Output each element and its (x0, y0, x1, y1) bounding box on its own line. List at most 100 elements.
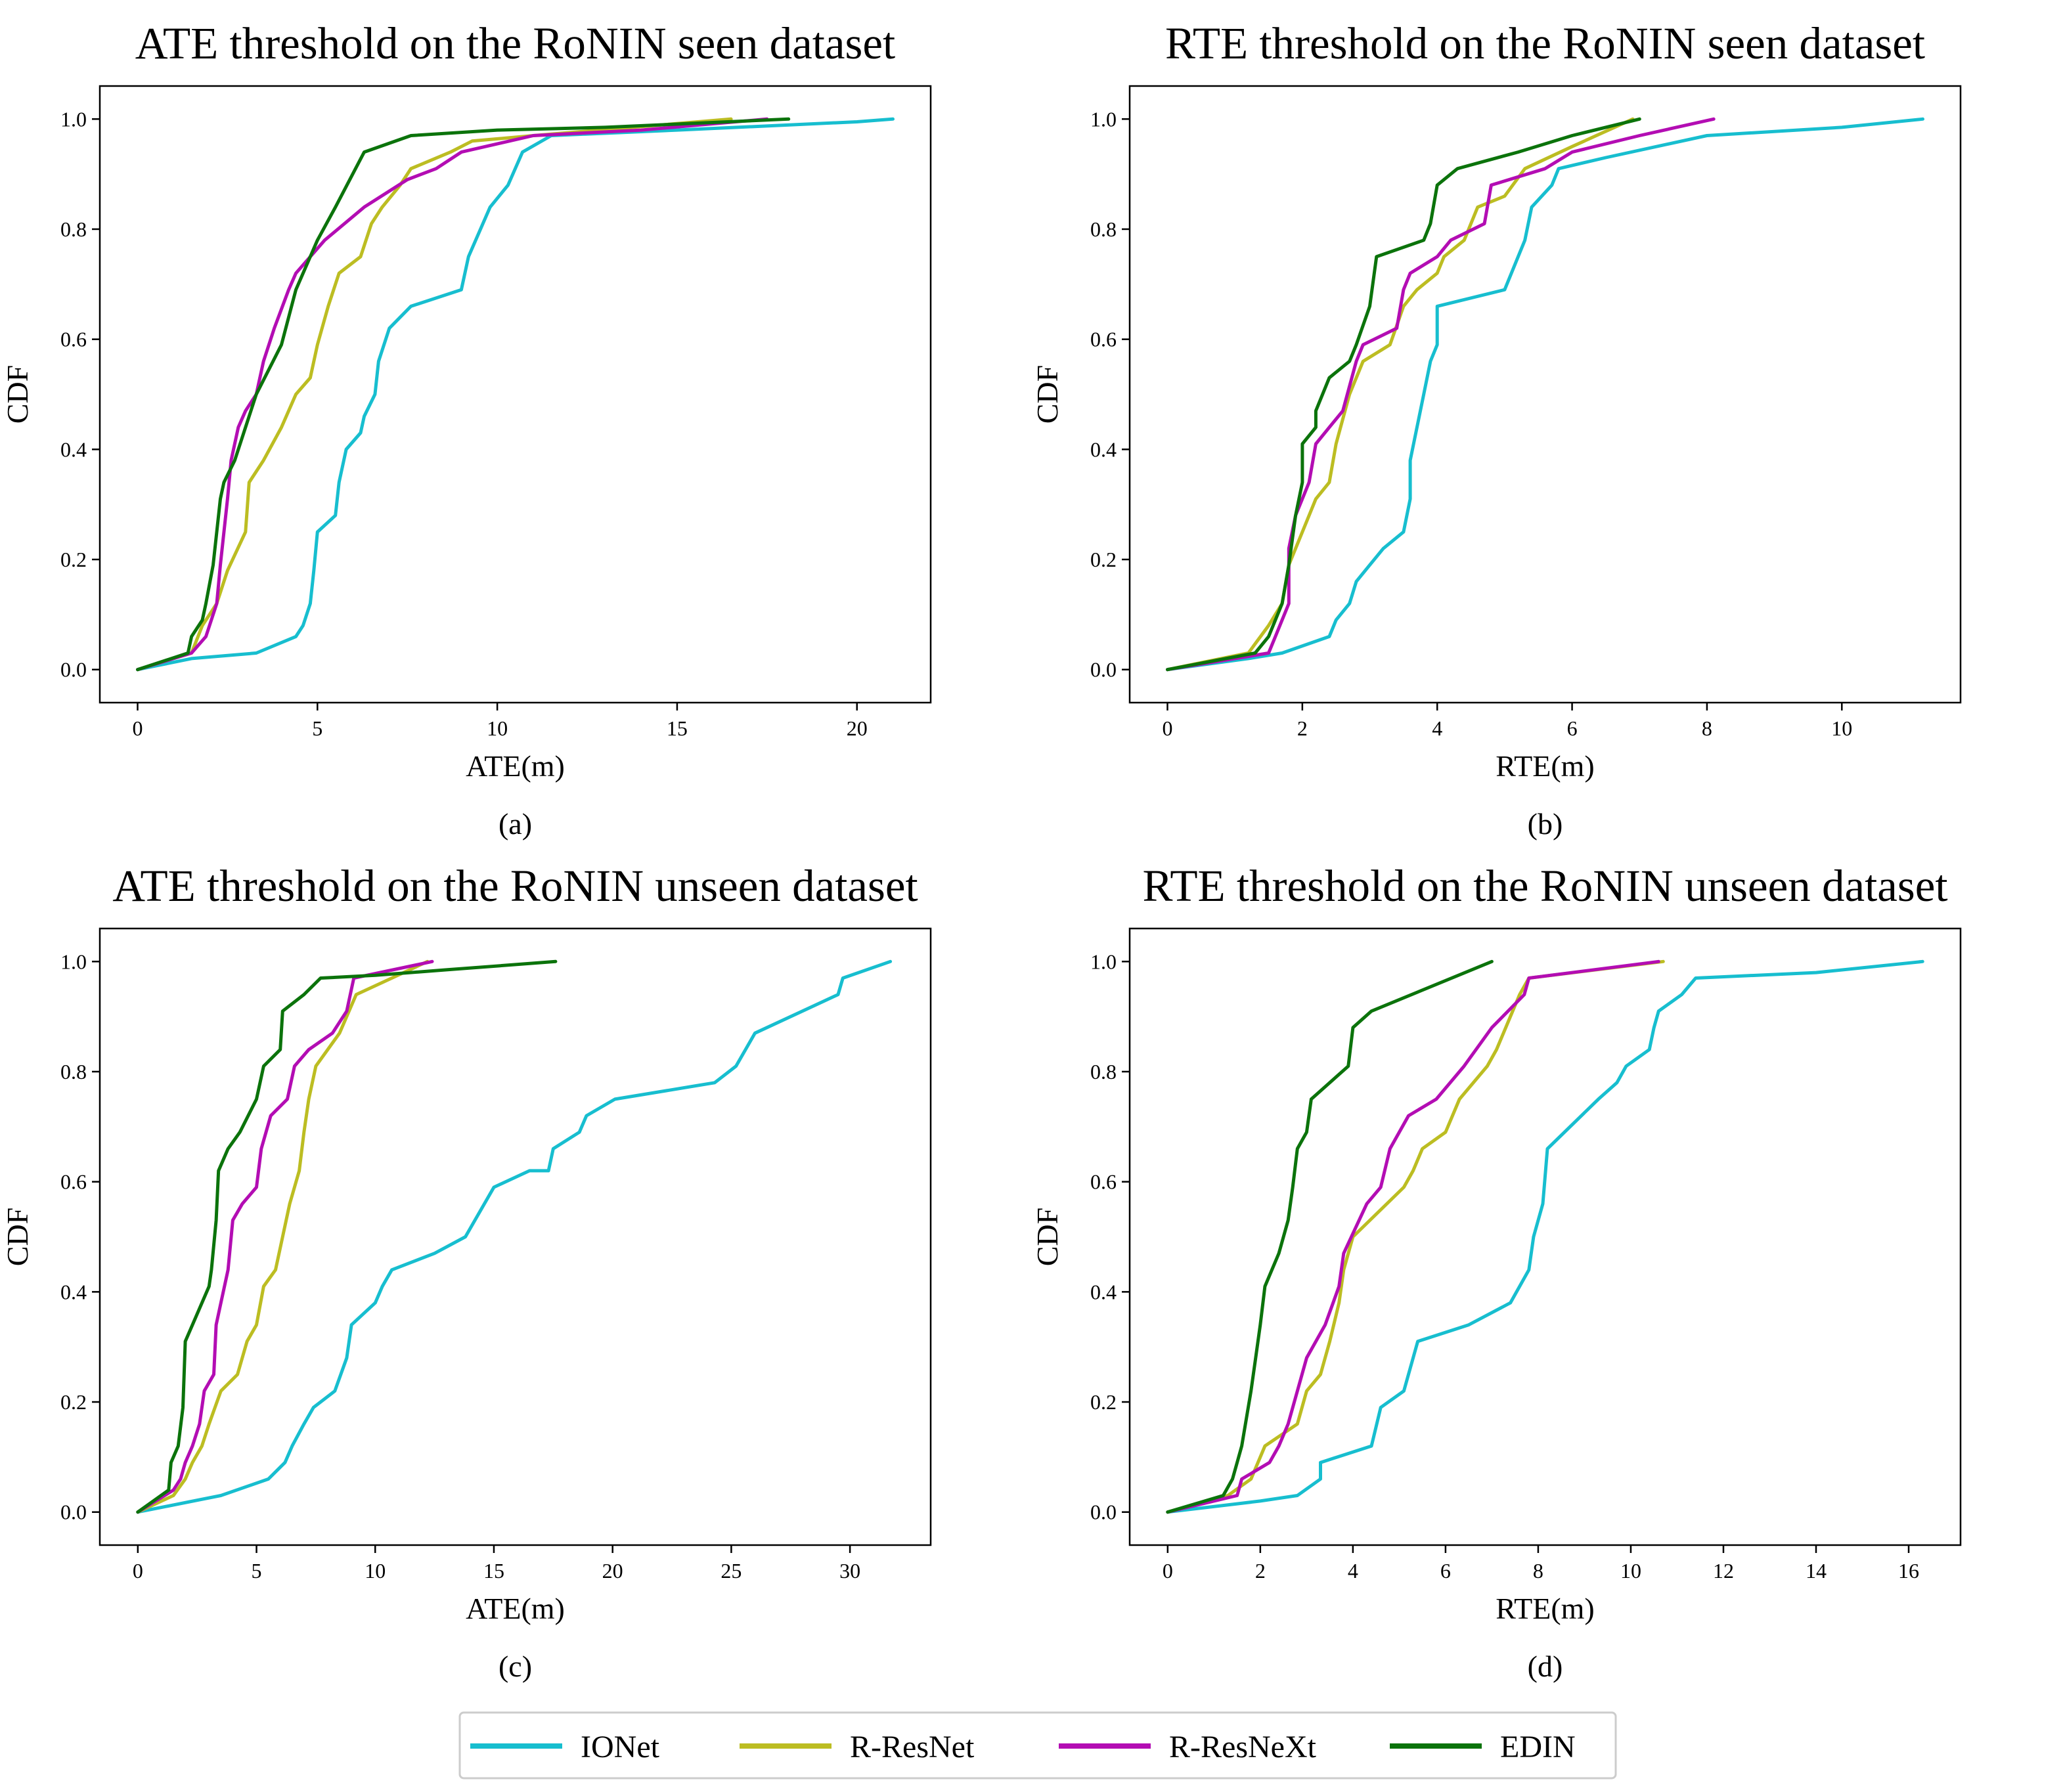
chart-c-xlabel: ATE(m) (466, 1592, 565, 1625)
chart-d-xtick-label: 4 (1348, 1559, 1358, 1583)
chart-b-panel-label: (b) (1528, 807, 1563, 841)
chart-c-xtick-label: 10 (365, 1559, 386, 1583)
chart-a-ytick-label: 0.0 (60, 658, 87, 682)
chart-d-series-edin (1166, 959, 1494, 1514)
chart-c-xtick-label: 20 (602, 1559, 623, 1583)
chart-a-series-ionet (136, 117, 895, 672)
chart-b-ylabel: CDF (1031, 365, 1064, 424)
chart-d-title: RTE threshold on the RoNIN unseen datase… (1142, 861, 1947, 911)
chart-b-title: RTE threshold on the RoNIN seen dataset (1165, 18, 1925, 68)
chart-a-xtick-label: 20 (847, 716, 868, 740)
chart-c-axes-frame (99, 927, 932, 1546)
chart-b-xtick-label: 2 (1297, 716, 1308, 740)
chart-d-panel-label: (d) (1528, 1650, 1563, 1683)
legend-label-r-resnet: R-ResNet (850, 1730, 975, 1764)
chart-c-series-r-resnet (136, 959, 430, 1514)
chart-a-title: ATE threshold on the RoNIN seen dataset (135, 18, 895, 68)
chart-b-xtick-label: 8 (1702, 716, 1712, 740)
chart-b-series-edin (1166, 117, 1641, 672)
chart-c-xtick-label: 5 (252, 1559, 262, 1583)
chart-d-ytick-label: 1.0 (1090, 950, 1117, 973)
chart-d-axes-frame (1128, 927, 1962, 1546)
chart-c-series-r-resnext (136, 959, 434, 1514)
chart-b-ytick-label: 0.6 (1090, 328, 1117, 351)
chart-b-ytick-label: 0.8 (1090, 217, 1117, 241)
chart-c-ytick-label: 0.4 (60, 1280, 87, 1303)
chart-d-xtick-label: 6 (1440, 1559, 1451, 1583)
chart-b-xtick-label: 4 (1432, 716, 1442, 740)
legend: IONet R-ResNet R-ResNeXt EDIN (458, 1711, 1617, 1780)
chart-c-ylabel: CDF (1, 1208, 34, 1266)
chart-c-xtick-label: 0 (133, 1559, 143, 1583)
chart-a-ytick-label: 0.2 (60, 548, 87, 571)
chart-a-ytick-label: 0.4 (60, 437, 87, 461)
chart-b-series-r-resnet (1166, 117, 1635, 672)
chart-a-series-r-resnext (136, 117, 769, 672)
chart-c-ytick-label: 0.6 (60, 1170, 87, 1194)
legend-item-ionet: IONet (470, 1730, 660, 1764)
legend-item-r-resnet: R-ResNet (740, 1730, 975, 1764)
chart-c-xtick-label: 30 (839, 1559, 860, 1583)
chart-d-series-group (1166, 959, 1924, 1514)
chart-d-series-ionet (1166, 959, 1924, 1514)
chart-a-xtick-label: 5 (312, 716, 322, 740)
chart-d-ytick-label: 0.6 (1090, 1170, 1117, 1194)
chart-b-ytick-label: 0.2 (1090, 548, 1117, 571)
chart-a-series-group (136, 117, 895, 672)
chart-d-xtick-label: 0 (1163, 1559, 1173, 1583)
chart-a-series-r-resnet (136, 117, 733, 672)
chart-d-xtick-label: 14 (1806, 1559, 1827, 1583)
chart-c-title: ATE threshold on the RoNIN unseen datase… (112, 861, 918, 911)
legend-item-r-resnext: R-ResNeXt (1059, 1730, 1317, 1764)
chart-b-xtick-label: 0 (1163, 716, 1173, 740)
chart-d-ytick-label: 0.2 (1090, 1390, 1117, 1414)
chart-d-ytick-label: 0.0 (1090, 1500, 1117, 1524)
legend-box (458, 1711, 1617, 1780)
chart-c-ytick-label: 0.0 (60, 1500, 87, 1524)
chart-d-ytick-label: 0.8 (1090, 1060, 1117, 1083)
chart-a-ytick-label: 0.6 (60, 328, 87, 351)
chart-a: ATE threshold on the RoNIN seen dataset 0… (1, 18, 932, 841)
chart-d: RTE threshold on the RoNIN unseen datase… (1031, 861, 1962, 1683)
chart-a-xtick-label: 10 (487, 716, 508, 740)
chart-d-ytick-label: 0.4 (1090, 1280, 1117, 1303)
chart-b-xtick-label: 10 (1831, 716, 1852, 740)
chart-a-ylabel: CDF (1, 365, 34, 424)
chart-c-xtick-label: 15 (483, 1559, 504, 1583)
chart-d-xtick-label: 12 (1713, 1559, 1734, 1583)
chart-b-axes-frame (1128, 85, 1962, 704)
chart-c-ytick-label: 0.8 (60, 1060, 87, 1083)
chart-d-xtick-label: 2 (1255, 1559, 1266, 1583)
chart-b-ytick-label: 0.4 (1090, 437, 1117, 461)
chart-a-xtick-label: 0 (133, 716, 143, 740)
chart-d-series-r-resnext (1166, 959, 1660, 1514)
chart-b-series-group (1166, 117, 1924, 672)
legend-item-edin: EDIN (1390, 1730, 1576, 1764)
chart-b-series-r-resnext (1166, 117, 1716, 672)
chart-d-xtick-label: 8 (1533, 1559, 1543, 1583)
chart-b: RTE threshold on the RoNIN seen dataset 0… (1031, 18, 1962, 841)
chart-b-series-ionet (1166, 117, 1924, 672)
chart-c-series-ionet (136, 959, 893, 1514)
chart-c: ATE threshold on the RoNIN unseen datase… (1, 861, 932, 1683)
chart-d-xlabel: RTE(m) (1496, 1592, 1595, 1625)
chart-b-xtick-label: 6 (1567, 716, 1578, 740)
chart-a-axes-frame (99, 85, 932, 704)
legend-label-r-resnext: R-ResNeXt (1169, 1730, 1317, 1764)
chart-d-xtick-label: 10 (1620, 1559, 1641, 1583)
chart-b-ytick-label: 0.0 (1090, 658, 1117, 682)
chart-c-ytick-label: 1.0 (60, 950, 87, 973)
chart-a-xtick-label: 15 (667, 716, 688, 740)
chart-d-ylabel: CDF (1031, 1208, 1064, 1266)
chart-c-series-edin (136, 959, 558, 1514)
chart-a-ytick-label: 1.0 (60, 107, 87, 131)
chart-b-ytick-label: 1.0 (1090, 107, 1117, 131)
chart-a-panel-label: (a) (499, 807, 532, 841)
chart-b-xlabel: RTE(m) (1496, 749, 1595, 783)
chart-c-xtick-label: 25 (721, 1559, 742, 1583)
chart-c-panel-label: (c) (499, 1650, 532, 1683)
legend-label-ionet: IONet (581, 1730, 660, 1764)
chart-d-xtick-label: 16 (1898, 1559, 1919, 1583)
legend-label-edin: EDIN (1500, 1730, 1576, 1764)
